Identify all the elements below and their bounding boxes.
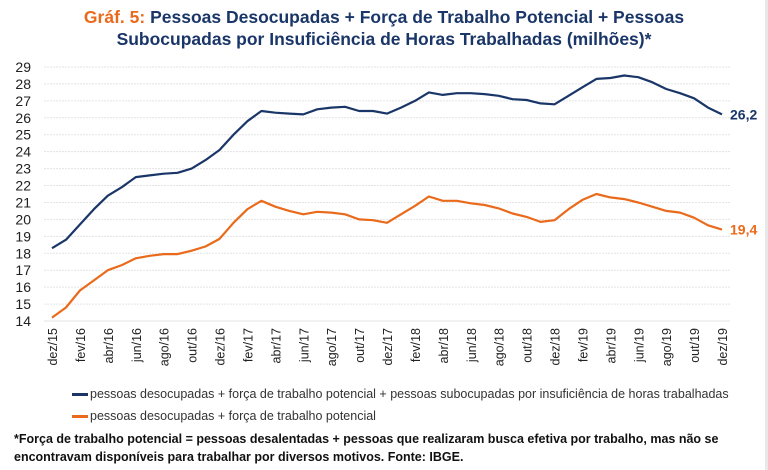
gridlines [44, 66, 730, 322]
title-prefix: Gráf. 5: [83, 7, 146, 27]
y-tick-label: 29 [15, 59, 31, 75]
title-line-2: Subocupadas por Insuficiência de Horas T… [116, 29, 652, 49]
legend: pessoas desocupadas + força de trabalho … [72, 383, 729, 427]
y-tick-label: 14 [15, 313, 31, 329]
x-tick-label: out/17 [353, 328, 367, 363]
x-tick-label: fev/17 [241, 328, 255, 362]
x-tick-label: fev/18 [409, 328, 423, 362]
x-tick-label: dez/17 [381, 328, 395, 366]
y-tick-label: 18 [15, 245, 31, 261]
y-tick-label: 24 [15, 144, 31, 160]
x-tick-label: abr/18 [437, 328, 451, 363]
x-tick-label: ago/16 [158, 328, 172, 366]
y-tick-label: 16 [15, 279, 31, 295]
footnote: *Força de trabalho potencial = pessoas d… [14, 430, 754, 466]
x-tick-label: ago/19 [660, 328, 674, 366]
legend-swatch-series-1 [72, 392, 88, 396]
x-tick-label: ago/17 [325, 328, 339, 366]
x-tick-label: abr/17 [269, 328, 283, 363]
x-tick-label: abr/16 [102, 328, 116, 363]
x-tick-label: out/19 [688, 328, 702, 363]
footnote-line-2: encontravam disponíveis para trabalhar p… [14, 450, 464, 464]
footnote-line-1: *Força de trabalho potencial = pessoas d… [14, 432, 719, 446]
x-tick-label: dez/16 [214, 328, 228, 366]
series-lines [51, 74, 723, 319]
legend-item-series-2: pessoas desocupadas + força de trabalho … [72, 405, 729, 427]
end-labels: 26,2 19,4 [730, 106, 757, 237]
x-tick-label: jun/18 [465, 328, 479, 363]
x-tick-label: fev/19 [576, 328, 590, 362]
title-line-1: Gráf. 5: Pessoas Desocupadas + Força de … [0, 6, 768, 28]
legend-item-series-1: pessoas desocupadas + força de trabalho … [72, 383, 729, 405]
x-tick-label: ago/18 [493, 328, 507, 366]
x-tick-label: dez/19 [716, 328, 730, 366]
x-tick-label: dez/18 [549, 328, 563, 366]
y-tick-label: 21 [15, 194, 31, 210]
chart-title: Gráf. 5: Pessoas Desocupadas + Força de … [0, 6, 768, 50]
legend-label-series-1: pessoas desocupadas + força de trabalho … [90, 387, 729, 401]
x-tick-label: out/18 [521, 328, 535, 363]
y-tick-label: 26 [15, 110, 31, 126]
end-label-series-2: 19,4 [730, 222, 757, 238]
y-tick-label: 25 [15, 127, 31, 143]
legend-swatch-series-2 [72, 414, 88, 418]
end-label-series-1: 26,2 [730, 106, 757, 122]
y-tick-label: 15 [15, 296, 31, 312]
x-tick-label: out/16 [186, 328, 200, 363]
right-edge-border [765, 0, 768, 470]
x-tick-label: jun/17 [297, 328, 311, 363]
y-tick-label: 23 [15, 161, 31, 177]
x-axis-ticks: dez/15 fev/16 abr/16 jun/16 ago/16 out/16 dez/… [46, 328, 730, 366]
y-tick-label: 22 [15, 178, 31, 194]
x-tick-label: dez/15 [46, 328, 60, 366]
legend-label-series-2: pessoas desocupadas + força de trabalho … [90, 409, 376, 423]
series-line-2 [51, 192, 723, 319]
y-tick-label: 27 [15, 93, 31, 109]
x-tick-label: abr/19 [604, 328, 618, 363]
y-tick-label: 20 [15, 211, 31, 227]
series-line-1 [51, 74, 723, 250]
y-tick-label: 17 [15, 262, 31, 278]
y-tick-label: 28 [15, 76, 31, 92]
title-text-1: Pessoas Desocupadas + Força de Trabalho … [150, 7, 685, 27]
x-tick-label: jun/16 [130, 328, 144, 363]
x-tick-label: jun/19 [632, 328, 646, 363]
x-tick-label: fev/16 [74, 328, 88, 362]
y-tick-label: 19 [15, 228, 31, 244]
